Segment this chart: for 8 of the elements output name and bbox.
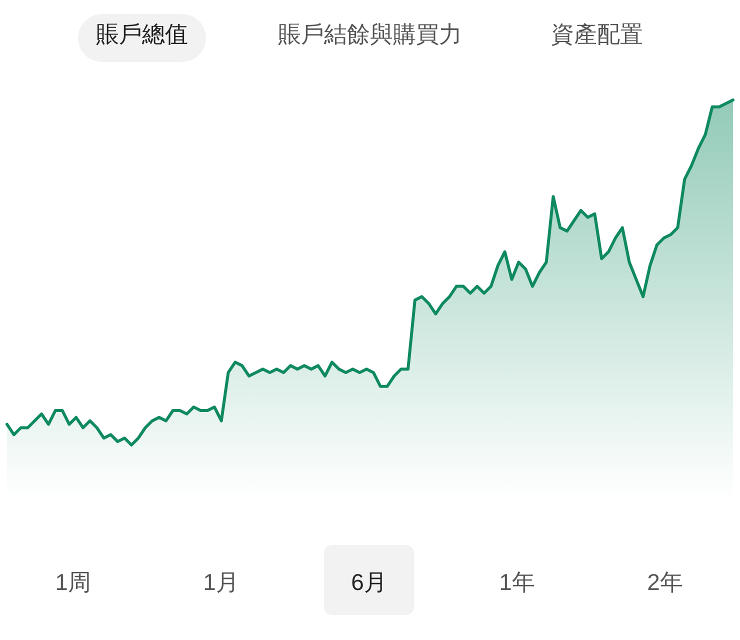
text: 1年 — [499, 569, 535, 595]
text: 賬戶結餘與購買力 — [278, 21, 462, 47]
text: 1周 — [55, 569, 91, 595]
text: 2年 — [647, 569, 683, 595]
text: 1月 — [203, 569, 239, 595]
text: 賬戶總值 — [96, 21, 188, 47]
text: 資產配置 — [551, 21, 643, 47]
text: 6月 — [351, 569, 387, 595]
